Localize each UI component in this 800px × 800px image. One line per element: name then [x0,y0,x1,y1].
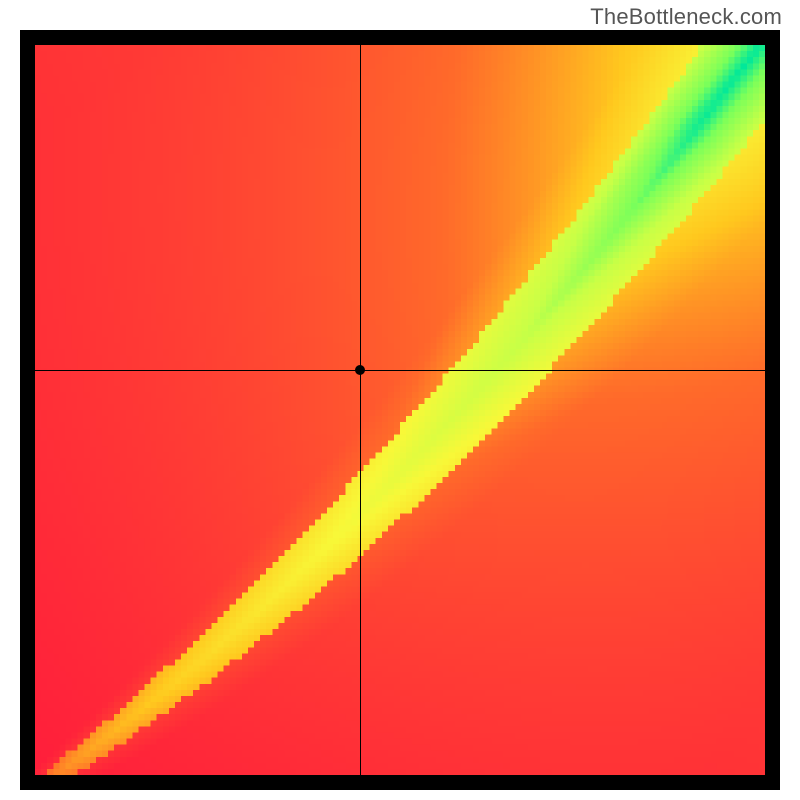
heatmap-canvas [35,45,765,775]
bottleneck-heatmap [20,30,780,790]
watermark-text: TheBottleneck.com [590,4,782,30]
